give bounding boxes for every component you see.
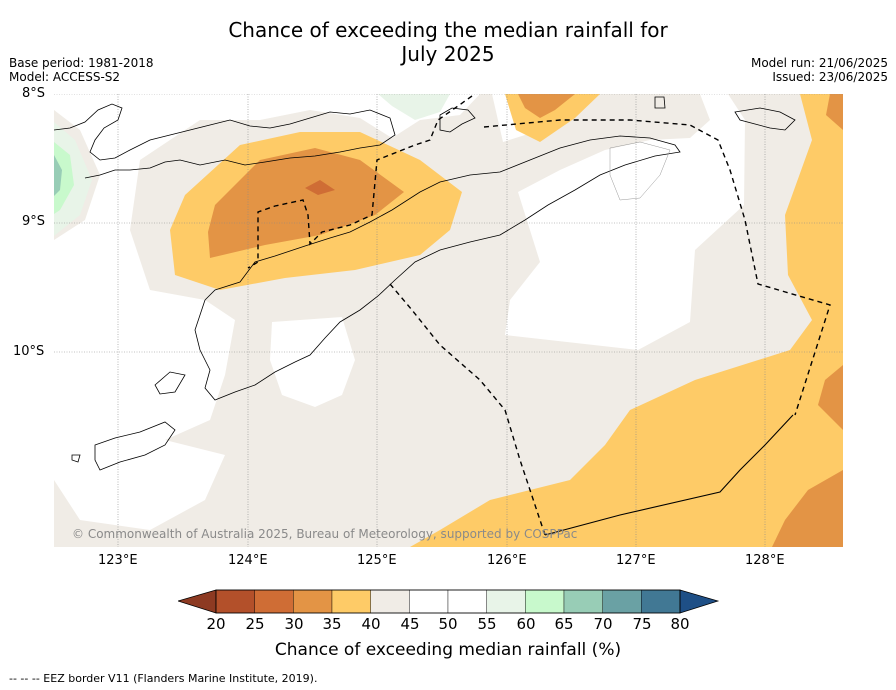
colorbar-segment bbox=[641, 589, 681, 614]
contour-30-35-southeast-b bbox=[772, 470, 843, 547]
cbar-tick: 25 bbox=[245, 615, 265, 633]
colorbar-segment bbox=[563, 589, 603, 614]
colorbar-segment bbox=[525, 589, 565, 614]
colorbar-segment bbox=[215, 589, 255, 614]
contour-30-35-east bbox=[826, 94, 843, 130]
cbar-tick: 50 bbox=[438, 615, 458, 633]
model-name: Model: ACCESS-S2 bbox=[9, 70, 121, 84]
cbar-tick: 20 bbox=[206, 615, 226, 633]
cbar-tick: 55 bbox=[477, 615, 497, 633]
colorbar-segment bbox=[602, 589, 642, 614]
colorbar-segment bbox=[486, 589, 526, 614]
contour-30-35-west bbox=[208, 148, 404, 258]
coastlines bbox=[54, 96, 796, 471]
eez-borders bbox=[247, 95, 831, 536]
cbar-tick: 80 bbox=[670, 615, 690, 633]
copyright-text: © Commonwealth of Australia 2025, Bureau… bbox=[72, 527, 577, 541]
cbar-tick: 70 bbox=[593, 615, 613, 633]
issued-date: Issued: 23/06/2025 bbox=[772, 70, 888, 84]
cbar-tick: 30 bbox=[284, 615, 304, 633]
title-line-2: July 2025 bbox=[401, 42, 495, 66]
colorbar-segment bbox=[370, 589, 410, 614]
lon-label-123e: 123°E bbox=[98, 553, 138, 568]
colorbar-segment bbox=[293, 589, 333, 614]
cbar-tick: 45 bbox=[400, 615, 420, 633]
eez-border-solid bbox=[544, 414, 794, 536]
cbar-tick: 60 bbox=[516, 615, 536, 633]
lon-label-128e: 128°E bbox=[745, 553, 785, 568]
colorbar-over-arrow bbox=[679, 589, 720, 614]
contour-60-65-left bbox=[54, 142, 74, 214]
colorbar-segment bbox=[409, 589, 449, 614]
lat-label-9s: 9°S bbox=[22, 214, 46, 229]
lon-label-124e: 124°E bbox=[228, 553, 268, 568]
contour-30-35-top bbox=[518, 94, 575, 118]
lat-label-8s: 8°S bbox=[22, 86, 46, 101]
map-title: Chance of exceeding the median rainfall … bbox=[0, 18, 896, 66]
contour-65-70-left bbox=[54, 155, 62, 196]
contour-30-35-southeast-a bbox=[818, 365, 843, 430]
cbar-tick: 75 bbox=[632, 615, 652, 633]
lon-label-125e: 125°E bbox=[357, 553, 397, 568]
contour-35-40-east bbox=[410, 94, 843, 547]
colorbar-segment bbox=[447, 589, 487, 614]
contour-55-60-top bbox=[378, 94, 450, 120]
colorbar-segment bbox=[331, 589, 371, 614]
title-line-1: Chance of exceeding the median rainfall … bbox=[228, 18, 668, 42]
colorbar-segment bbox=[254, 589, 294, 614]
contour-25-30-west bbox=[305, 180, 335, 195]
cbar-tick: 35 bbox=[322, 615, 342, 633]
contour-hole-white bbox=[270, 317, 355, 407]
meta-left: Base period: 1981-2018 Model: ACCESS-S2 bbox=[9, 56, 154, 84]
base-period: Base period: 1981-2018 bbox=[9, 56, 154, 70]
colorbar-under-arrow bbox=[178, 589, 217, 614]
colorbar-segments bbox=[215, 589, 681, 614]
colorbar-tick-labels: 20 25 30 35 40 45 50 55 60 65 70 75 80 bbox=[180, 615, 720, 635]
lat-label-10s: 10°S bbox=[13, 344, 45, 359]
cbar-tick: 65 bbox=[554, 615, 574, 633]
colorbar bbox=[178, 589, 720, 614]
meta-right: Model run: 21/06/2025 Issued: 23/06/2025 bbox=[751, 56, 888, 84]
eez-footnote: -- -- -- EEZ border V11 (Flanders Marine… bbox=[9, 672, 318, 685]
rainfall-map: © Commonwealth of Australia 2025, Bureau… bbox=[54, 94, 843, 547]
lon-label-126e: 126°E bbox=[487, 553, 527, 568]
lon-label-127e: 127°E bbox=[616, 553, 656, 568]
model-run: Model run: 21/06/2025 bbox=[750, 56, 888, 70]
colorbar-outline bbox=[215, 589, 681, 614]
colorbar-title: Chance of exceeding median rainfall (%) bbox=[274, 640, 622, 660]
cbar-tick: 40 bbox=[361, 615, 381, 633]
